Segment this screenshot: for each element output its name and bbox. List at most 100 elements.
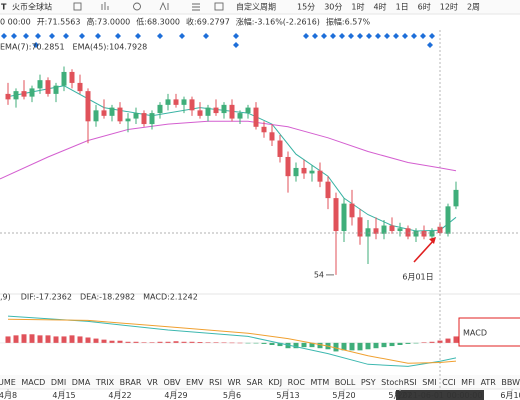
- period-option[interactable]: 15分: [297, 3, 315, 12]
- indicator-tab[interactable]: SAR: [247, 378, 264, 387]
- macd-bar: [373, 342, 379, 349]
- period-option[interactable]: 1时: [351, 2, 364, 12]
- macd-bar: [149, 342, 155, 343]
- icon[interactable]: [192, 3, 200, 11]
- indicator-tab[interactable]: DMA: [72, 378, 91, 387]
- signal-diamond: [11, 33, 17, 39]
- indicator-tab[interactable]: BRAR: [120, 378, 142, 387]
- x-tick-label: 5月20: [332, 391, 355, 400]
- candle-body: [357, 217, 363, 237]
- candle-body: [261, 126, 267, 133]
- low-label: 54: [314, 270, 324, 279]
- info-field: 收:69.2797: [186, 17, 230, 27]
- candle-body: [125, 118, 131, 122]
- indicator-tab[interactable]: WR: [228, 378, 242, 387]
- signal-diamond: [348, 33, 354, 39]
- signal-diamond: [33, 42, 39, 48]
- candle-body: [333, 198, 339, 232]
- macd-bar: [213, 342, 219, 343]
- indicator-tab[interactable]: BBW: [501, 378, 520, 387]
- indicator-tab[interactable]: EMV: [186, 378, 204, 387]
- signal-diamond: [303, 33, 309, 39]
- icon[interactable]: [133, 2, 141, 11]
- candle-body: [37, 80, 43, 89]
- period-option[interactable]: 4时: [373, 2, 386, 12]
- icon[interactable]: [159, 1, 169, 11]
- macd-bar: [341, 342, 347, 351]
- macd-bar: [285, 342, 291, 349]
- macd-bar: [269, 342, 275, 345]
- indicator-tab[interactable]: SMI: [422, 378, 436, 387]
- indicator-line: [7, 318, 457, 364]
- macd-bar: [173, 341, 179, 343]
- candle-body: [93, 110, 99, 122]
- icon[interactable]: [101, 2, 109, 10]
- signal-diamond: [420, 33, 426, 39]
- signal-diamond: [79, 33, 85, 39]
- info-field: 高:73.0000: [86, 17, 130, 27]
- signal-diamond: [429, 33, 435, 39]
- macd-bar: [157, 341, 163, 343]
- macd-bar: [333, 342, 339, 352]
- period-option[interactable]: 12时: [440, 2, 458, 12]
- icon[interactable]: [73, 2, 82, 11]
- macd-bar: [317, 342, 323, 349]
- info-field: 0 00:00: [0, 18, 31, 27]
- indicator-tab[interactable]: MACD: [21, 378, 45, 387]
- period-option[interactable]: 6时: [418, 2, 431, 12]
- indicator-tab[interactable]: BOLL: [335, 378, 356, 387]
- indicator-tab[interactable]: RSI: [209, 378, 222, 387]
- macd-bar: [429, 341, 435, 343]
- period-option[interactable]: 2周: [467, 3, 480, 12]
- candle-body: [277, 140, 283, 157]
- indicator-tab[interactable]: ROC: [288, 378, 306, 387]
- candle-body: [13, 91, 19, 100]
- candle-body: [349, 203, 355, 218]
- crosshair-label-bg: [396, 390, 484, 400]
- indicator-tab[interactable]: MFI: [461, 378, 475, 387]
- indicator-tab[interactable]: MTM: [311, 378, 330, 387]
- candle-body: [341, 203, 347, 232]
- indicator-tab[interactable]: StochRSI: [381, 378, 417, 387]
- macd-bar: [181, 341, 187, 343]
- macd-bar: [69, 335, 75, 343]
- period-option[interactable]: 1日: [396, 3, 409, 12]
- indicator-tab[interactable]: UME: [0, 378, 16, 387]
- indicator-tab[interactable]: VR: [147, 378, 158, 387]
- legend-entry: EMA(7):70.2851: [0, 43, 65, 52]
- signal-diamond: [1, 33, 7, 39]
- candle-body: [21, 91, 27, 97]
- macd-bar: [445, 338, 451, 343]
- exchange: 火币全球站: [12, 2, 52, 12]
- indicator-tab[interactable]: TRIX: [95, 378, 115, 387]
- x-tick-label: 5月27: [388, 391, 411, 400]
- candle-body: [53, 85, 59, 94]
- candle-body: [173, 99, 179, 105]
- candle-body: [317, 170, 323, 182]
- candle-body: [157, 104, 163, 114]
- signal-diamond: [63, 33, 69, 39]
- period-option[interactable]: 30分: [324, 3, 342, 12]
- signal-diamond: [393, 33, 399, 39]
- signal-diamond: [427, 42, 433, 48]
- signal-diamond: [384, 33, 390, 39]
- indicator-tab[interactable]: CCI: [442, 378, 456, 387]
- indicator-tab[interactable]: DMI: [51, 378, 66, 387]
- signal-diamond: [35, 33, 41, 39]
- candle-body: [325, 181, 331, 199]
- candle-body: [85, 91, 91, 122]
- indicator-tab[interactable]: OBV: [163, 378, 181, 387]
- candle-body: [181, 99, 187, 105]
- indicator-tab[interactable]: KDJ: [268, 378, 282, 387]
- macd-bar: [421, 342, 427, 343]
- indicator-tab[interactable]: PSY: [361, 378, 376, 387]
- indicator-tab[interactable]: ATR: [481, 378, 497, 387]
- candle-body: [397, 228, 403, 232]
- signal-diamond: [330, 33, 336, 39]
- candle-body: [445, 206, 451, 234]
- period-menu[interactable]: 自定义周期: [236, 2, 276, 12]
- macd-bar: [349, 342, 355, 351]
- icon[interactable]: [214, 2, 224, 11]
- signal-diamond: [357, 33, 363, 39]
- x-tick-label: 4月22: [108, 391, 131, 400]
